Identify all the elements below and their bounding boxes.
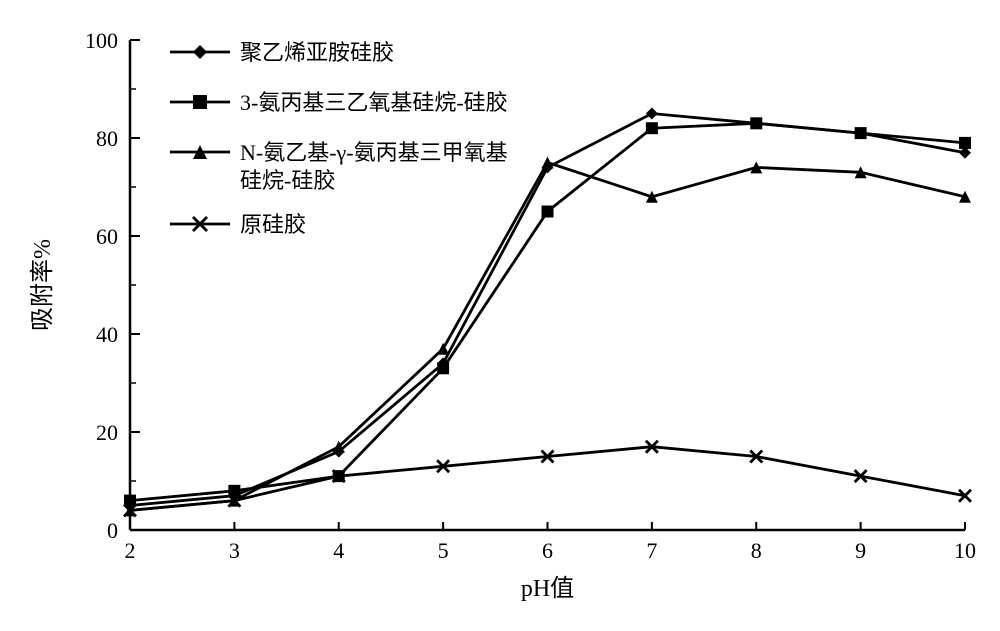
svg-text:7: 7 [646,538,657,563]
svg-text:0: 0 [107,518,118,543]
svg-text:20: 20 [96,420,118,445]
chart-container: 0 20 40 60 80 100 2 3 4 5 6 7 8 9 10 pH值 吸附率% 聚乙烯亚胺硅胶 3-氨丙… [0,0,1000,631]
svg-text:硅烷-硅胶: 硅烷-硅胶 [240,168,335,193]
svg-text:原硅胶: 原硅胶 [240,212,306,237]
svg-text:100: 100 [85,28,118,53]
legend-item-3: 原硅胶 [170,212,306,237]
svg-text:9: 9 [855,538,866,563]
svg-text:40: 40 [96,322,118,347]
svg-text:80: 80 [96,126,118,151]
legend-item-2: N-氨乙基-γ-氨丙基三甲氧基硅烷-硅胶 [170,140,508,193]
svg-text:3-氨丙基三乙氧基硅烷-硅胶: 3-氨丙基三乙氧基硅烷-硅胶 [240,90,508,115]
legend-item-1: 3-氨丙基三乙氧基硅烷-硅胶 [170,90,508,115]
series-3 [124,441,971,517]
svg-text:5: 5 [438,538,449,563]
svg-text:3: 3 [229,538,240,563]
svg-text:N-氨乙基-γ-氨丙基三甲氧基: N-氨乙基-γ-氨丙基三甲氧基 [240,140,508,165]
svg-text:8: 8 [751,538,762,563]
svg-text:60: 60 [96,224,118,249]
svg-text:6: 6 [542,538,553,563]
svg-text:10: 10 [954,538,976,563]
svg-text:聚乙烯亚胺硅胶: 聚乙烯亚胺硅胶 [240,40,394,65]
y-axis-label: 吸附率% [29,239,56,331]
svg-text:4: 4 [333,538,344,563]
svg-text:2: 2 [125,538,136,563]
line-chart: 0 20 40 60 80 100 2 3 4 5 6 7 8 9 10 pH值 吸附率% 聚乙烯亚胺硅胶 3-氨丙… [0,0,1000,631]
legend-item-0: 聚乙烯亚胺硅胶 [170,40,394,65]
x-axis-label: pH值 [521,575,574,602]
